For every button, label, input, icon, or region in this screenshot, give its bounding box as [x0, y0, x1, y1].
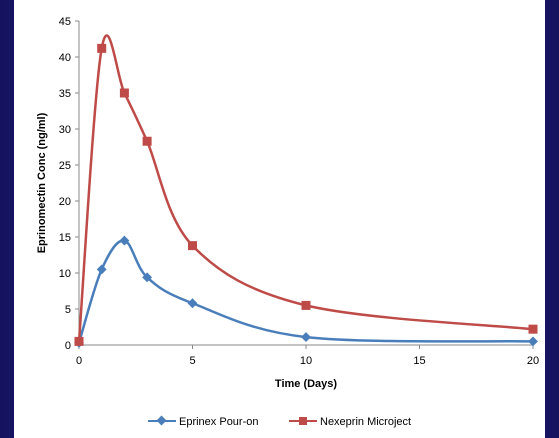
series-eprinex — [74, 235, 538, 348]
series-line — [77, 34, 534, 342]
x-tick-label: 10 — [300, 355, 312, 367]
data-point — [97, 43, 107, 53]
legend-label-nexeprin: Nexeprin Microject — [320, 416, 411, 428]
data-point — [142, 272, 153, 283]
data-point — [528, 324, 538, 334]
y-tick-label: 30 — [59, 124, 71, 136]
y-tick-label: 5 — [65, 304, 71, 316]
x-axis-ticks: 0 5 10 15 20 — [76, 345, 539, 367]
legend-item-nexeprin: Nexeprin Microject — [289, 416, 411, 428]
y-tick-label: 40 — [59, 52, 71, 64]
series-line — [77, 239, 534, 344]
data-point — [187, 298, 198, 309]
y-tick-label: 35 — [59, 88, 71, 100]
y-axis-title: Eprinomectin Conc (ng/ml) — [36, 112, 48, 253]
data-point — [96, 264, 107, 275]
y-tick-label: 0 — [65, 340, 71, 352]
series-nexeprin — [74, 34, 538, 346]
x-tick-label: 20 — [527, 355, 539, 367]
data-point — [142, 136, 152, 146]
y-tick-label: 20 — [59, 196, 71, 208]
x-axis-title: Time (Days) — [275, 378, 337, 390]
y-tick-label: 45 — [59, 16, 71, 28]
y-tick-label: 25 — [59, 160, 71, 172]
legend-marker-eprinex — [156, 415, 167, 426]
data-point — [301, 300, 311, 310]
data-point — [119, 235, 130, 246]
data-point — [119, 88, 129, 98]
x-tick-label: 0 — [76, 355, 82, 367]
y-tick-label: 10 — [59, 268, 71, 280]
legend: Eprinex Pour-on Nexeprin Microject — [148, 415, 411, 428]
y-tick-label: 15 — [59, 232, 71, 244]
chart-panel — [14, 0, 545, 438]
series-layer — [74, 34, 538, 348]
data-point — [528, 336, 538, 347]
x-tick-label: 5 — [189, 355, 195, 367]
legend-label-eprinex: Eprinex Pour-on — [179, 416, 259, 428]
data-point — [301, 332, 311, 343]
legend-marker-nexeprin — [299, 417, 307, 425]
data-point — [74, 336, 84, 346]
data-point — [188, 241, 197, 251]
x-tick-label: 15 — [413, 355, 425, 367]
legend-item-eprinex: Eprinex Pour-on — [148, 415, 259, 428]
y-axis-ticks: 0 5 10 15 20 25 30 35 40 45 — [59, 16, 79, 352]
